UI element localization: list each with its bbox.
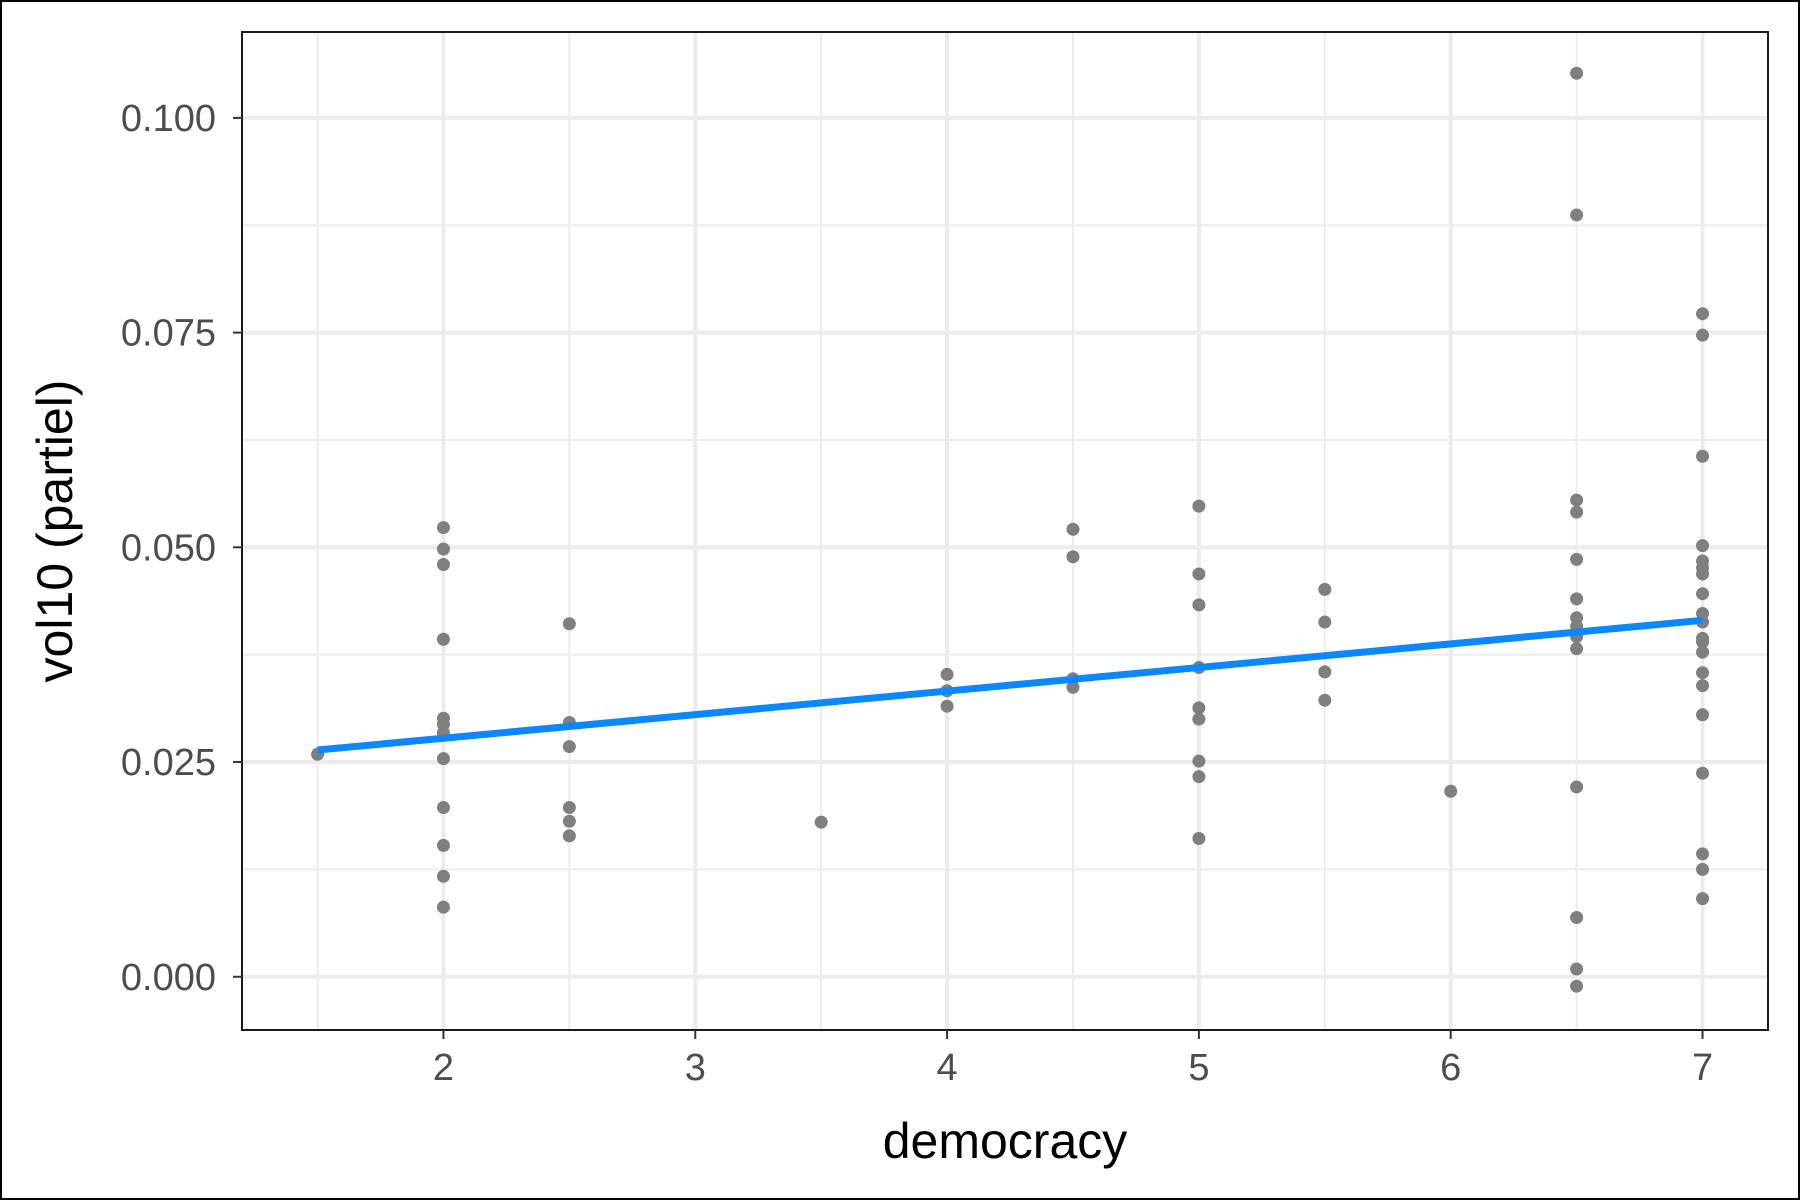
- data-point: [1192, 754, 1206, 768]
- y-tick-label: 0.025: [121, 742, 216, 784]
- x-axis-title: democracy: [883, 1113, 1128, 1169]
- data-point: [1696, 587, 1710, 601]
- data-point: [1570, 552, 1584, 566]
- data-point: [1066, 680, 1080, 694]
- y-tick-label: 0.000: [121, 957, 216, 999]
- x-tick-label: 7: [1692, 1047, 1713, 1089]
- data-point: [436, 752, 450, 766]
- data-point: [1696, 645, 1710, 659]
- data-point: [436, 632, 450, 646]
- data-point: [1570, 642, 1584, 656]
- data-point: [1696, 449, 1710, 463]
- y-tick-label: 0.050: [121, 527, 216, 569]
- x-tick-label: 6: [1440, 1047, 1461, 1089]
- data-point: [1696, 847, 1710, 861]
- data-point: [1318, 693, 1332, 707]
- data-point: [1696, 862, 1710, 876]
- data-point: [1192, 499, 1206, 513]
- data-point: [436, 900, 450, 914]
- data-point: [1570, 208, 1584, 222]
- data-point: [1696, 539, 1710, 553]
- data-point: [1570, 66, 1584, 80]
- data-point: [436, 542, 450, 556]
- data-point: [562, 801, 576, 815]
- data-point: [1318, 665, 1332, 679]
- data-point: [1696, 766, 1710, 780]
- data-point: [1696, 307, 1710, 321]
- data-point: [940, 667, 954, 681]
- data-point: [940, 699, 954, 713]
- data-point: [562, 829, 576, 843]
- data-point: [436, 557, 450, 571]
- x-tick-label: 4: [937, 1047, 958, 1089]
- grid: [242, 32, 1768, 1030]
- y-tick-label: 0.075: [121, 313, 216, 355]
- y-axis: 0.000 0.025 0.050 0.075 0.100: [121, 98, 242, 999]
- data-point: [436, 521, 450, 535]
- data-point: [1570, 780, 1584, 794]
- y-axis-title: vol10 (partiel): [27, 380, 83, 683]
- fit-line-layer: [317, 616, 1703, 754]
- data-point: [436, 801, 450, 815]
- data-point: [1444, 784, 1458, 798]
- data-point: [436, 838, 450, 852]
- data-point: [1570, 592, 1584, 606]
- data-point: [1696, 892, 1710, 906]
- data-point: [1696, 708, 1710, 722]
- data-point: [1570, 493, 1584, 507]
- data-point: [1570, 962, 1584, 976]
- data-point: [1192, 712, 1206, 726]
- data-point: [436, 869, 450, 883]
- panel-border: [241, 31, 1769, 1031]
- data-point: [1570, 979, 1584, 993]
- data-point: [1318, 582, 1332, 596]
- data-point: [1570, 505, 1584, 519]
- data-point: [562, 814, 576, 828]
- x-axis: 2 3 4 5 6 7: [433, 1030, 1713, 1089]
- data-point: [1192, 770, 1206, 784]
- data-point: [1696, 635, 1710, 649]
- data-point: [562, 740, 576, 754]
- data-point: [814, 815, 828, 829]
- x-tick-label: 2: [433, 1047, 454, 1089]
- data-point: [1192, 567, 1206, 581]
- fit-line: [317, 616, 1703, 754]
- data-point: [1318, 615, 1332, 629]
- data-point: [1696, 567, 1710, 581]
- data-point: [1192, 701, 1206, 715]
- x-tick-label: 5: [1188, 1047, 1209, 1089]
- data-point: [1696, 679, 1710, 693]
- data-point: [562, 617, 576, 631]
- y-tick-label: 0.100: [121, 98, 216, 140]
- data-point: [1192, 598, 1206, 612]
- data-point: [1066, 550, 1080, 564]
- data-point: [1066, 522, 1080, 536]
- x-tick-label: 3: [685, 1047, 706, 1089]
- data-point: [1696, 328, 1710, 342]
- data-point: [1192, 831, 1206, 845]
- data-point: [1570, 910, 1584, 924]
- data-point: [1696, 666, 1710, 680]
